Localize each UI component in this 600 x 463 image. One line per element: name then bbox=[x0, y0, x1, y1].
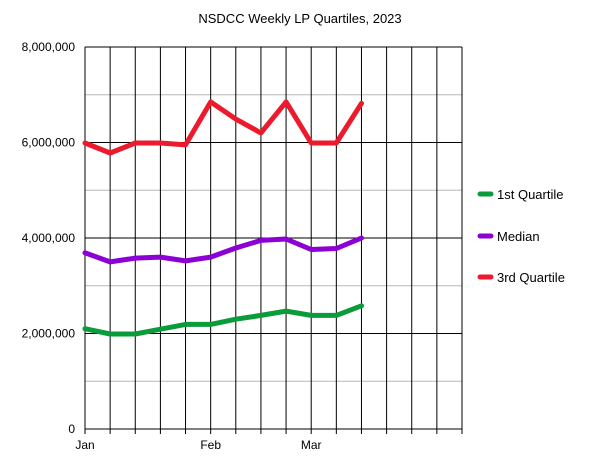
legend-label: 1st Quartile bbox=[497, 187, 563, 202]
legend: 1st Quartile Median 3rd Quartile bbox=[477, 187, 565, 285]
x-tick-label: Feb bbox=[200, 438, 221, 452]
series-line-3rd-quartile bbox=[82, 99, 364, 156]
axis-layer: 0 2,000,000 4,000,000 6,000,000 8,000,000 Jan… bbox=[22, 40, 463, 452]
series-line-median bbox=[82, 235, 364, 265]
legend-label: Median bbox=[497, 229, 540, 244]
x-tick-label: Jan bbox=[75, 438, 94, 452]
series-line-1st-quartile bbox=[82, 303, 364, 337]
y-tick-label: 8,000,000 bbox=[22, 40, 76, 54]
y-tick-label: 6,000,000 bbox=[22, 136, 76, 150]
series-layer bbox=[82, 99, 364, 337]
x-tick-label: Mar bbox=[301, 438, 322, 452]
chart-title: NSDCC Weekly LP Quartiles, 2023 bbox=[198, 11, 401, 26]
y-tick-label: 2,000,000 bbox=[22, 327, 76, 341]
y-tick-label: 4,000,000 bbox=[22, 231, 76, 245]
y-tick-label: 0 bbox=[68, 422, 75, 436]
legend-label: 3rd Quartile bbox=[497, 270, 565, 285]
